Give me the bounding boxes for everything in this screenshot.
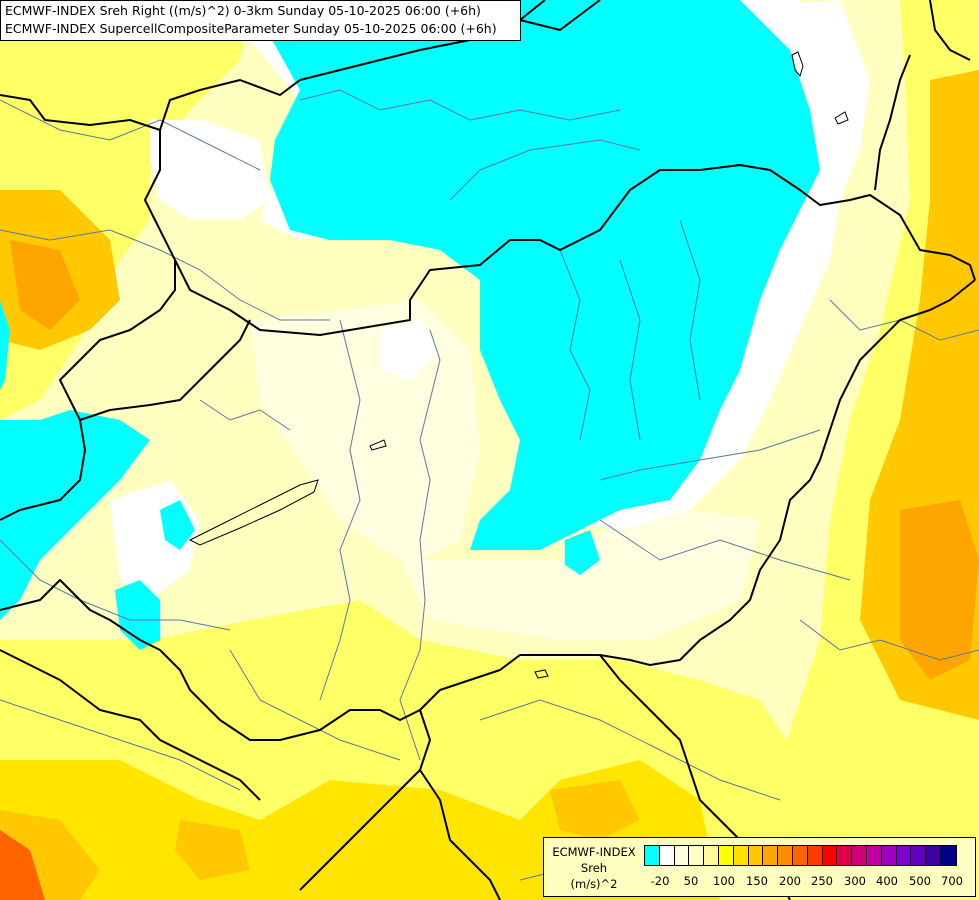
legend-swatch bbox=[911, 846, 927, 865]
legend-swatch bbox=[940, 846, 956, 865]
legend-label-line-1: ECMWF-INDEX bbox=[552, 845, 636, 859]
cyan-spot-4 bbox=[0, 300, 10, 390]
legend-swatches bbox=[644, 845, 957, 866]
legend-swatch bbox=[763, 846, 779, 865]
legend-tick-label: 200 bbox=[779, 874, 801, 888]
cyan-spot-1 bbox=[115, 580, 160, 650]
legend-tick-label: 150 bbox=[746, 874, 768, 888]
orange-core-east bbox=[900, 500, 979, 680]
cyan-area-west bbox=[0, 410, 150, 620]
cyan-spot-3 bbox=[565, 530, 600, 575]
legend-swatch bbox=[748, 846, 764, 865]
small-lake-4 bbox=[534, 669, 549, 679]
legend-swatch bbox=[704, 846, 719, 865]
legend-swatch bbox=[659, 846, 675, 865]
legend-swatch bbox=[926, 846, 941, 865]
legend-tick-label: 700 bbox=[941, 874, 963, 888]
legend-label-line-3: (m/s)^2 bbox=[570, 877, 618, 891]
small-lake-3 bbox=[834, 111, 849, 125]
legend-swatch bbox=[866, 846, 882, 865]
legend-tick-label: 300 bbox=[844, 874, 866, 888]
cyan-spot-2 bbox=[160, 500, 195, 550]
legend-label: ECMWF-INDEX Sreh (m/s)^2 bbox=[550, 844, 638, 892]
legend-swatch bbox=[896, 846, 912, 865]
legend-tick-label: -20 bbox=[650, 874, 670, 888]
lake-balaton bbox=[188, 479, 319, 546]
red-core-southwest bbox=[0, 830, 45, 900]
legend-swatch bbox=[881, 846, 897, 865]
legend-swatch bbox=[837, 846, 853, 865]
small-lake-1 bbox=[369, 439, 387, 451]
white-area-center bbox=[380, 320, 440, 380]
legend-swatch bbox=[778, 846, 793, 865]
legend-swatch bbox=[674, 846, 690, 865]
color-legend: ECMWF-INDEX Sreh (m/s)^2 -20 50 100 150 200 2… bbox=[543, 837, 976, 897]
legend-swatch bbox=[718, 846, 734, 865]
legend-swatch bbox=[645, 846, 660, 865]
title-line-2: ECMWF-INDEX SupercellCompositeParameter … bbox=[5, 21, 497, 36]
legend-swatch bbox=[792, 846, 808, 865]
legend-tick-label: 50 bbox=[683, 874, 699, 888]
rivers bbox=[0, 89, 979, 881]
legend-tick-label: 100 bbox=[713, 874, 735, 888]
orange-spot-south2 bbox=[550, 780, 640, 840]
map-title-box: ECMWF-INDEX Sreh Right ((m/s)^2) 0-3km S… bbox=[0, 0, 521, 41]
legend-swatch bbox=[822, 846, 838, 865]
title-line-1: ECMWF-INDEX Sreh Right ((m/s)^2) 0-3km S… bbox=[5, 3, 481, 18]
legend-swatch bbox=[689, 846, 705, 865]
pale-area-central bbox=[250, 300, 760, 640]
orange-core-west bbox=[10, 240, 80, 330]
legend-tick-label: 250 bbox=[811, 874, 833, 888]
legend-tick-label: 500 bbox=[909, 874, 931, 888]
orange-spot-south bbox=[175, 820, 250, 880]
legend-label-line-2: Sreh bbox=[580, 861, 608, 875]
legend-tick-label: 400 bbox=[876, 874, 898, 888]
legend-ticks: -20 50 100 150 200 250 300 400 500 700 bbox=[644, 874, 970, 890]
cyan-area-north bbox=[250, 0, 820, 550]
legend-swatch bbox=[852, 846, 867, 865]
white-area-west bbox=[150, 120, 270, 220]
small-lake-2 bbox=[791, 51, 804, 78]
legend-swatch bbox=[733, 846, 749, 865]
legend-swatch bbox=[807, 846, 823, 865]
